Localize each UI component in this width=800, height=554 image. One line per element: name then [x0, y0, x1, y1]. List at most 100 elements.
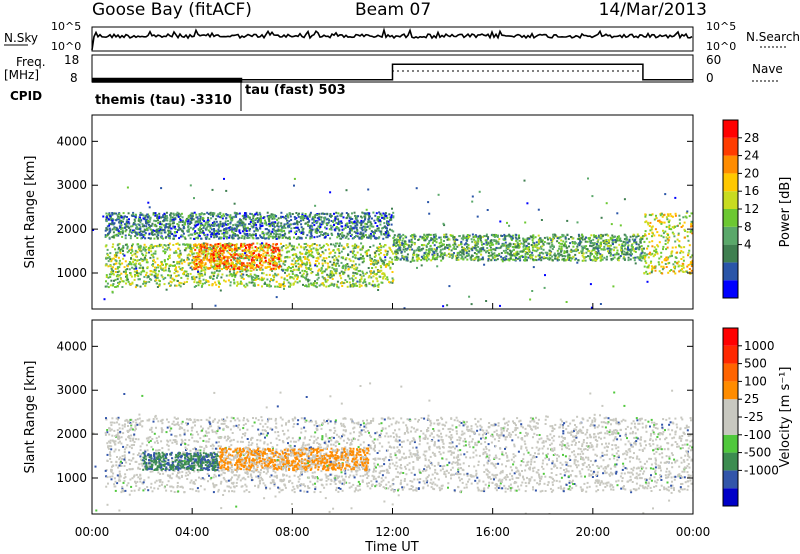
power-cell: [265, 237, 268, 240]
power-cell: [401, 244, 404, 246]
power-cell: [235, 215, 238, 218]
power-cell: [305, 242, 308, 245]
power-cell: [332, 273, 335, 276]
power-cell: [290, 219, 293, 221]
power-cell: [507, 258, 510, 261]
power-cell: [221, 262, 224, 265]
power-cell: [122, 217, 125, 220]
power-cell: [317, 269, 320, 272]
power-cell: [487, 258, 490, 261]
power-cell: [580, 245, 583, 248]
power-cell: [215, 214, 218, 217]
power-cell: [323, 219, 326, 222]
power-cell: [310, 233, 313, 235]
power-cell: [219, 247, 221, 250]
power-cell: [327, 244, 330, 247]
power-cell: [627, 248, 630, 251]
power-cell: [256, 265, 259, 268]
power-cell: [373, 259, 376, 261]
power-cell: [157, 228, 160, 230]
power-cell: [221, 254, 224, 257]
power-cell: [282, 283, 285, 286]
power-cell: [198, 246, 201, 249]
power-cell: [347, 237, 350, 240]
power-cell: [317, 256, 319, 259]
power-cell: [351, 244, 354, 247]
power-cell: [276, 256, 279, 259]
power-cell: [245, 273, 248, 276]
power-cell: [581, 259, 584, 262]
power-cell: [214, 256, 217, 259]
power-cell: [303, 256, 306, 259]
power-cell: [176, 242, 179, 245]
power-cell: [221, 217, 224, 220]
power-cell: [313, 221, 316, 224]
power-cell: [310, 272, 313, 275]
power-cell: [568, 254, 571, 257]
power-cell: [419, 248, 422, 251]
power-cell: [308, 253, 311, 256]
power-cell: [514, 243, 517, 246]
power-cell: [311, 222, 314, 225]
power-cell: [175, 284, 178, 287]
power-cell: [125, 225, 128, 228]
power-cell: [217, 249, 220, 252]
power-cell: [177, 247, 180, 250]
power-cell: [227, 262, 230, 265]
power-cell: [360, 227, 363, 230]
power-cell: [223, 264, 225, 267]
power-cell: [633, 241, 636, 244]
power-cell: [253, 252, 255, 255]
power-cell: [104, 229, 107, 232]
power-cell: [368, 282, 371, 285]
power-cell: [435, 235, 437, 237]
power-cell: [176, 229, 179, 232]
power-cell: [436, 252, 439, 255]
power-cell: [172, 220, 175, 223]
power-cell: [206, 280, 209, 283]
power-cell: [119, 215, 122, 218]
power-cell: [269, 262, 272, 265]
power-cell: [106, 254, 109, 257]
power-cell: [105, 227, 108, 230]
power-cell: [148, 246, 150, 249]
power-cell: [139, 218, 141, 221]
power-cell: [559, 236, 562, 239]
power-cell: [312, 282, 315, 285]
power-cell: [205, 279, 208, 282]
power-cell: [282, 262, 285, 265]
power-cell: [308, 215, 311, 218]
power-cell: [158, 212, 161, 215]
power-cell: [319, 224, 322, 227]
power-cell: [369, 263, 372, 266]
power-cell: [599, 253, 602, 256]
power-cell: [108, 222, 111, 225]
power-cell: [548, 258, 551, 261]
power-cell: [278, 285, 281, 288]
power-cell: [152, 252, 155, 255]
power-cell: [162, 267, 165, 270]
power-cell: [157, 234, 160, 237]
power-cell: [204, 223, 207, 225]
power-cell: [114, 286, 117, 288]
power-cell: [235, 272, 238, 275]
power-cell: [167, 226, 170, 229]
power-cell: [138, 219, 141, 222]
power-cell: [520, 242, 523, 245]
power-cell: [435, 241, 438, 244]
power-cell: [167, 269, 170, 272]
power-cell: [294, 218, 297, 221]
power-cell: [205, 248, 208, 251]
power-cell: [143, 234, 146, 237]
power-cell: [240, 242, 243, 245]
power-cell: [347, 246, 350, 249]
power-cell: [614, 239, 617, 241]
power-cell: [250, 254, 253, 257]
power-cell: [177, 224, 180, 227]
power-cell: [363, 278, 366, 281]
power-cell: [275, 237, 278, 240]
power-cell: [182, 225, 185, 228]
power-cell: [409, 235, 412, 238]
noise-right-tick-top: 10^5: [706, 20, 736, 33]
power-cell: [156, 245, 158, 248]
